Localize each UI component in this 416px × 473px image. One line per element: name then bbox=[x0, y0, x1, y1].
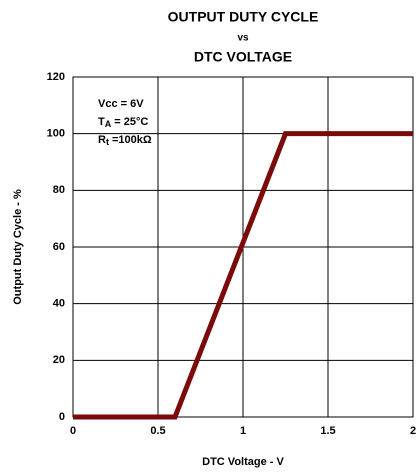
x-tick-label: 1.5 bbox=[320, 425, 335, 437]
y-tick-label: 60 bbox=[53, 241, 65, 253]
annotation-text: T bbox=[98, 116, 105, 128]
x-tick-label: 0.5 bbox=[150, 425, 165, 437]
x-axis-label: DTC Voltage - V bbox=[202, 456, 284, 468]
annotation-subscript: A bbox=[105, 119, 112, 129]
y-tick-label: 20 bbox=[53, 354, 65, 366]
annotation-subscript: t bbox=[106, 137, 109, 147]
annotation-text: = 25°C bbox=[111, 116, 148, 128]
x-tick-label: 0 bbox=[70, 425, 76, 437]
annotation-text: =100kΩ bbox=[109, 134, 152, 146]
annotation-text: R bbox=[98, 134, 106, 146]
data-line bbox=[73, 131, 413, 420]
x-tick-label: 2 bbox=[410, 425, 416, 437]
x-tick-label: 1 bbox=[240, 425, 246, 437]
chart-title: DTC VOLTAGE bbox=[194, 49, 292, 65]
annotation: Vcc = 6V bbox=[98, 98, 144, 110]
chart-title: OUTPUT DUTY CYCLE bbox=[168, 9, 319, 25]
annotation-text: Vcc = 6V bbox=[98, 98, 144, 110]
chart-title: vs bbox=[237, 33, 249, 44]
annotation: Rt =100kΩ bbox=[98, 134, 152, 147]
y-tick-label: 80 bbox=[53, 184, 65, 196]
y-tick-label: 120 bbox=[47, 71, 65, 83]
y-axis-label: Output Duty Cycle - % bbox=[12, 189, 24, 305]
y-tick-label: 0 bbox=[59, 411, 65, 423]
annotation: TA = 25°C bbox=[98, 116, 148, 129]
y-tick-label: 100 bbox=[47, 128, 65, 140]
y-tick-label: 40 bbox=[53, 298, 65, 310]
